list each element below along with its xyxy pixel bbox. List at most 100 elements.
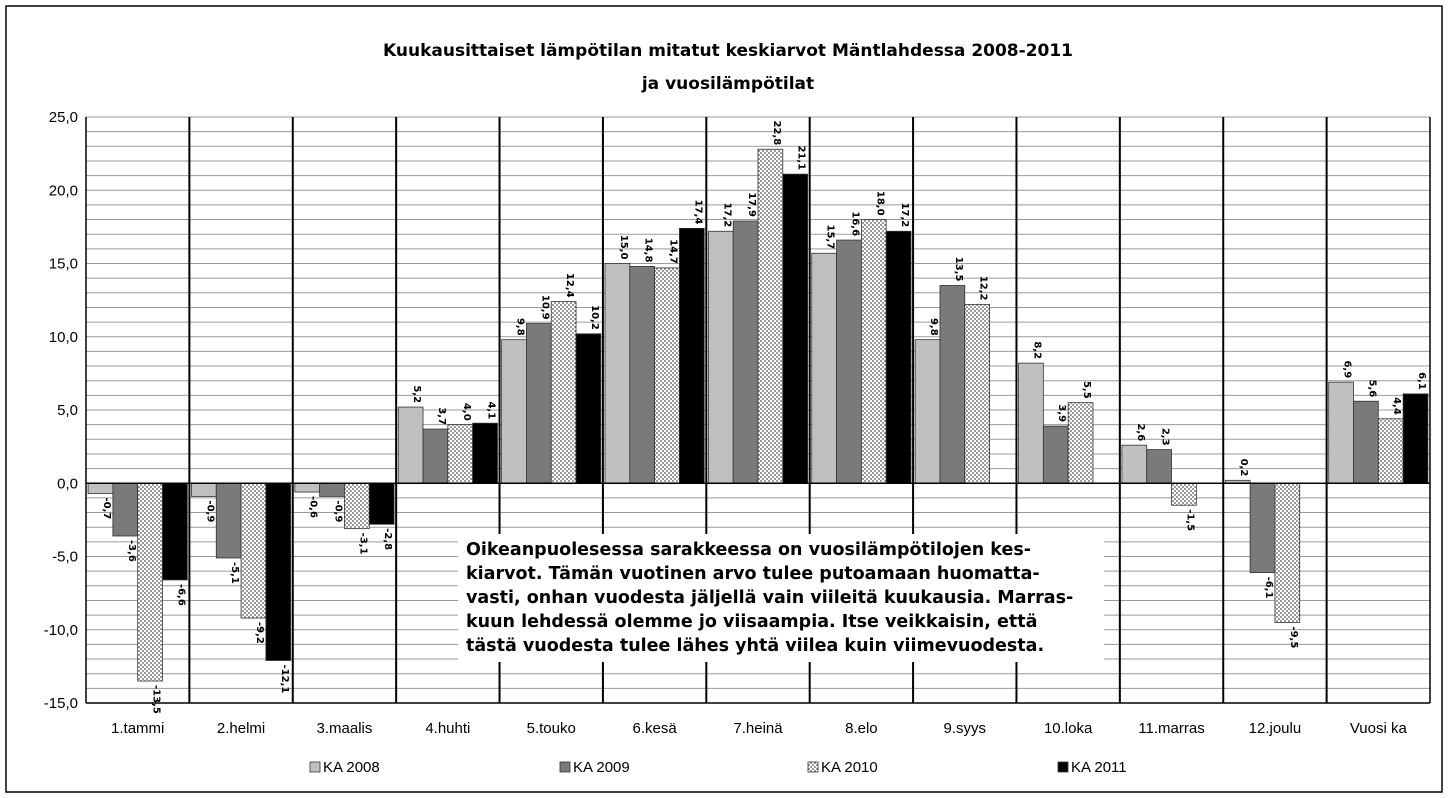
bar <box>1353 400 1379 484</box>
bars <box>87 148 1429 682</box>
bar <box>836 239 862 484</box>
data-label: 22,8 <box>771 121 782 146</box>
annotation-box: Oikeanpuolesessa sarakkeessa on vuosiläm… <box>458 534 1104 662</box>
data-label: -9,2 <box>254 622 265 644</box>
bar <box>604 263 631 484</box>
x-tick-label: 3.maalis <box>317 720 373 737</box>
chart-title-line-2: ja vuosilämpötilat <box>641 74 814 94</box>
y-axis-ticks: 25,0 20,0 15,0 10,0 5,0 0,0 -5,0 -10,0 -15,0 <box>44 109 78 712</box>
bar <box>811 252 837 484</box>
bar <box>550 301 577 484</box>
data-label: 12,2 <box>978 276 989 301</box>
data-label: 4,1 <box>486 401 497 419</box>
bar <box>707 230 734 484</box>
y-tick-label: 25,0 <box>49 109 78 126</box>
annotation-line: kuun lehdessä olemme jo viisaampia. Itse… <box>466 612 1038 632</box>
annotation-line: tästä vuodesta tulee lähes yhtä viilea k… <box>466 636 1045 656</box>
bar <box>1146 449 1172 484</box>
bar <box>447 424 474 484</box>
data-labels: -0,7 -0,9 -0,6 5,2 9,8 15,0 17,2 15,7 9,8 8,2 2,6 0… <box>101 121 1427 714</box>
annotation-line: kiarvot. Tämän vuotinen arvo tulee putoa… <box>466 564 1040 584</box>
x-tick-label: 1.tammi <box>111 720 164 737</box>
bar <box>1328 381 1354 484</box>
bar <box>137 482 163 682</box>
data-label: 14,7 <box>668 239 679 264</box>
bar <box>87 482 114 494</box>
data-label: -1,5 <box>1184 509 1195 531</box>
legend-label: KA 2009 <box>573 759 630 776</box>
data-label: -3,1 <box>357 533 368 555</box>
data-label: 17,2 <box>899 203 910 228</box>
data-label: 17,9 <box>746 192 757 217</box>
data-label: 18,0 <box>874 191 885 216</box>
bar <box>162 482 188 581</box>
bar <box>860 219 887 484</box>
bar <box>885 230 912 484</box>
data-label: 6,9 <box>1342 360 1353 378</box>
x-tick-label: 7.heinä <box>733 720 783 737</box>
data-label: -5,1 <box>229 562 240 584</box>
bar <box>344 482 370 530</box>
legend-swatch <box>309 761 321 773</box>
bar <box>422 428 449 484</box>
y-tick-label: -5,0 <box>52 549 78 566</box>
bar <box>368 482 395 525</box>
data-label: 14,8 <box>643 238 654 263</box>
data-label: 5,2 <box>411 385 422 403</box>
legend-swatch <box>807 761 819 773</box>
y-tick-label: 0,0 <box>57 475 78 492</box>
y-tick-label: -10,0 <box>44 622 78 639</box>
legend-label: KA 2010 <box>821 759 878 776</box>
bar <box>1121 444 1148 484</box>
data-label: -6,6 <box>175 584 186 606</box>
legend-swatch <box>1057 761 1069 773</box>
axes <box>85 117 1431 704</box>
data-label: -0,9 <box>204 500 215 522</box>
data-label: -0,9 <box>333 500 344 522</box>
bar <box>501 339 527 484</box>
bar <box>526 323 552 484</box>
bar <box>679 227 705 484</box>
bar <box>964 304 990 484</box>
data-label: 10,9 <box>539 295 550 320</box>
y-tick-label: 10,0 <box>49 329 78 346</box>
bar <box>1067 402 1094 484</box>
data-label: -2,8 <box>382 528 393 550</box>
data-label: -9,5 <box>1288 626 1299 648</box>
data-label: -13,5 <box>151 685 162 714</box>
data-label: 16,6 <box>849 211 860 236</box>
data-label: 2,3 <box>1160 428 1171 446</box>
data-label: 13,5 <box>953 257 964 282</box>
data-label: 5,5 <box>1081 381 1092 399</box>
data-label: 10,2 <box>589 305 600 330</box>
data-label: 8,2 <box>1031 341 1042 359</box>
bar <box>319 482 345 497</box>
data-label: 3,7 <box>436 407 447 425</box>
bar <box>1171 482 1197 506</box>
x-axis-ticks: 1.tammi 2.helmi 3.maalis 4.huhti 5.touko 6.ke… <box>111 720 1407 737</box>
data-label: -3,6 <box>126 540 137 562</box>
bar <box>1402 393 1429 484</box>
bar <box>939 285 966 484</box>
data-label: 4,0 <box>461 403 472 421</box>
bar <box>215 482 242 559</box>
bar <box>914 339 941 484</box>
legend-swatch <box>559 761 571 773</box>
bar <box>397 406 424 484</box>
data-label: 15,0 <box>618 235 629 260</box>
data-label: 15,7 <box>825 225 836 250</box>
x-tick-label: 2.helmi <box>217 720 265 737</box>
data-label: 9,8 <box>928 318 939 336</box>
x-tick-label: 12.joulu <box>1249 720 1302 737</box>
chart-title-line-1: Kuukausittaiset lämpötilan mitatut keski… <box>383 41 1073 61</box>
data-label: 0,2 <box>1238 459 1249 477</box>
bar <box>1249 482 1276 574</box>
annotation-line: Oikeanpuolesessa sarakkeessa on vuosiläm… <box>466 540 1032 560</box>
bar <box>757 148 784 484</box>
data-label: 12,4 <box>564 273 575 298</box>
data-label: -6,1 <box>1263 577 1274 599</box>
bar <box>732 220 759 484</box>
data-label: -12,1 <box>279 665 290 694</box>
bar <box>112 482 139 537</box>
